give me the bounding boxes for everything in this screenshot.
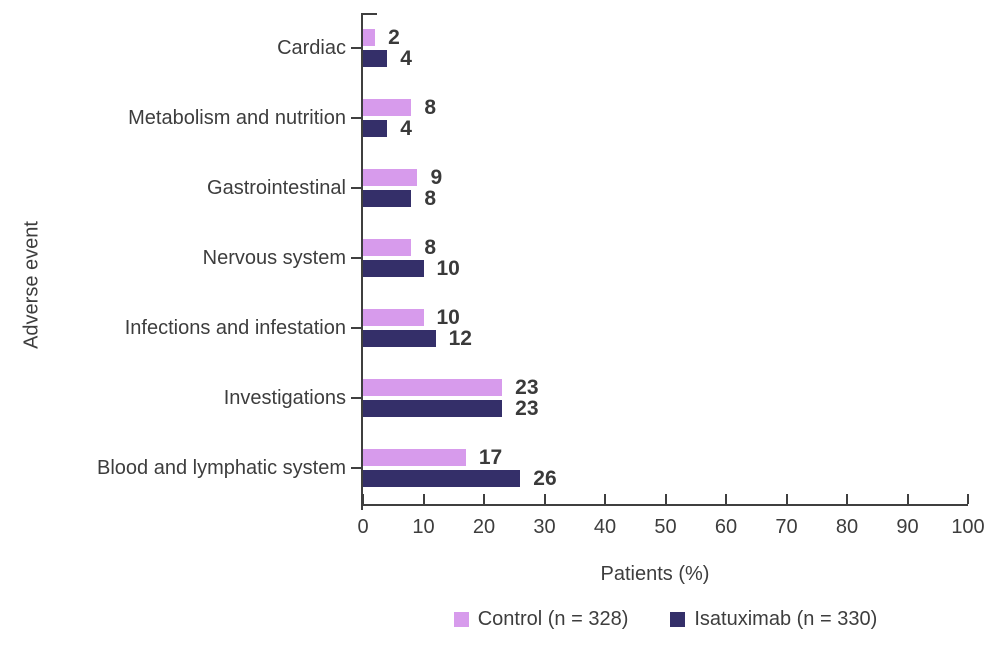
x-axis-tick <box>362 494 364 504</box>
x-axis-tick-label: 20 <box>472 516 496 538</box>
legend-item-isatuximab: Isatuximab (n = 330) <box>670 608 877 631</box>
y-axis-line <box>361 13 363 510</box>
bar-value-label: 23 <box>515 396 539 420</box>
legend-label: Control (n = 328) <box>477 607 629 630</box>
bar-value-label: 8 <box>424 235 437 259</box>
x-axis-tick <box>906 494 909 504</box>
bar-value-label: 10 <box>436 256 460 280</box>
x-axis-tick <box>604 494 606 504</box>
bar-value-label: 26 <box>533 466 557 490</box>
category-label: Blood and lymphatic system <box>96 457 346 479</box>
category-label: Metabolism and nutrition <box>128 107 346 129</box>
y-axis-tick <box>351 257 361 259</box>
bar-value-label: 9 <box>430 165 443 189</box>
bar-value-label: 10 <box>436 305 460 329</box>
bar-value-label: 4 <box>400 46 412 70</box>
y-axis-tick <box>351 47 361 49</box>
x-axis-tick <box>664 494 667 504</box>
x-axis-tick-label: 0 <box>357 516 369 538</box>
bar-isatuximab <box>363 120 388 137</box>
x-axis-tick-label: 100 <box>951 516 985 538</box>
legend: Control (n = 328) Isatuximab (n = 330) <box>363 603 968 635</box>
x-axis-title: Patients (%) <box>600 563 710 585</box>
bar-isatuximab <box>363 50 388 67</box>
bar-value-label: 8 <box>424 95 437 119</box>
category-label: Investigations <box>223 387 346 409</box>
plot-area: Cardiac 2 4 Metabolism and nutrition 8 4 Gastr… <box>97 13 985 538</box>
x-axis-tick-label: 10 <box>412 516 435 538</box>
category-label: Gastrointestinal <box>207 177 346 199</box>
x-axis-tick <box>785 494 788 504</box>
legend-swatch <box>670 611 686 627</box>
x-axis-tick-label: 40 <box>593 516 617 538</box>
x-axis-tick-label: 70 <box>775 516 798 538</box>
category-label: Nervous system <box>202 247 346 269</box>
bar-control <box>363 239 412 256</box>
bar-value-label: 2 <box>388 25 400 49</box>
bar-value-label: 4 <box>400 116 412 140</box>
y-axis-tick <box>351 117 361 119</box>
bar-isatuximab <box>363 260 424 277</box>
x-axis-tick <box>422 494 425 504</box>
bar-control <box>363 379 503 396</box>
x-axis-tick-label: 80 <box>835 516 859 538</box>
x-axis-tick <box>483 494 485 504</box>
y-axis-tick <box>351 397 361 399</box>
bar-value-label: 8 <box>424 186 437 210</box>
bar-value-label: 12 <box>448 326 472 350</box>
x-axis-line <box>361 504 968 506</box>
y-axis-tick <box>351 327 361 329</box>
legend-label: Isatuximab (n = 330) <box>694 607 878 630</box>
bar-isatuximab <box>363 470 521 487</box>
x-axis-tick <box>967 494 969 504</box>
bar-value-label: 17 <box>478 445 503 469</box>
x-axis-tick-label: 50 <box>654 516 677 538</box>
y-axis-top-cap <box>361 13 377 15</box>
x-axis-tick <box>725 494 727 504</box>
bar-isatuximab <box>363 400 503 417</box>
x-axis-tick <box>846 494 848 504</box>
bar-control <box>363 449 466 466</box>
bar-isatuximab <box>363 190 412 207</box>
bar-control <box>363 99 412 116</box>
bar-control <box>363 29 376 46</box>
legend-item-control: Control (n = 328) <box>453 607 629 631</box>
bar-control <box>363 169 418 186</box>
x-axis-tick-label: 60 <box>714 516 738 538</box>
bar-control <box>363 309 424 326</box>
y-axis-tick <box>351 467 361 469</box>
bar-isatuximab <box>363 330 436 347</box>
category-label: Infections and infestation <box>124 317 346 339</box>
x-axis-tick-label: 30 <box>533 516 556 538</box>
category-label: Cardiac <box>277 37 346 59</box>
x-axis-tick <box>543 494 546 504</box>
y-axis-tick <box>351 187 361 189</box>
bar-value-label: 23 <box>515 375 539 399</box>
x-axis-tick-label: 90 <box>896 516 919 538</box>
legend-swatch <box>453 611 469 627</box>
